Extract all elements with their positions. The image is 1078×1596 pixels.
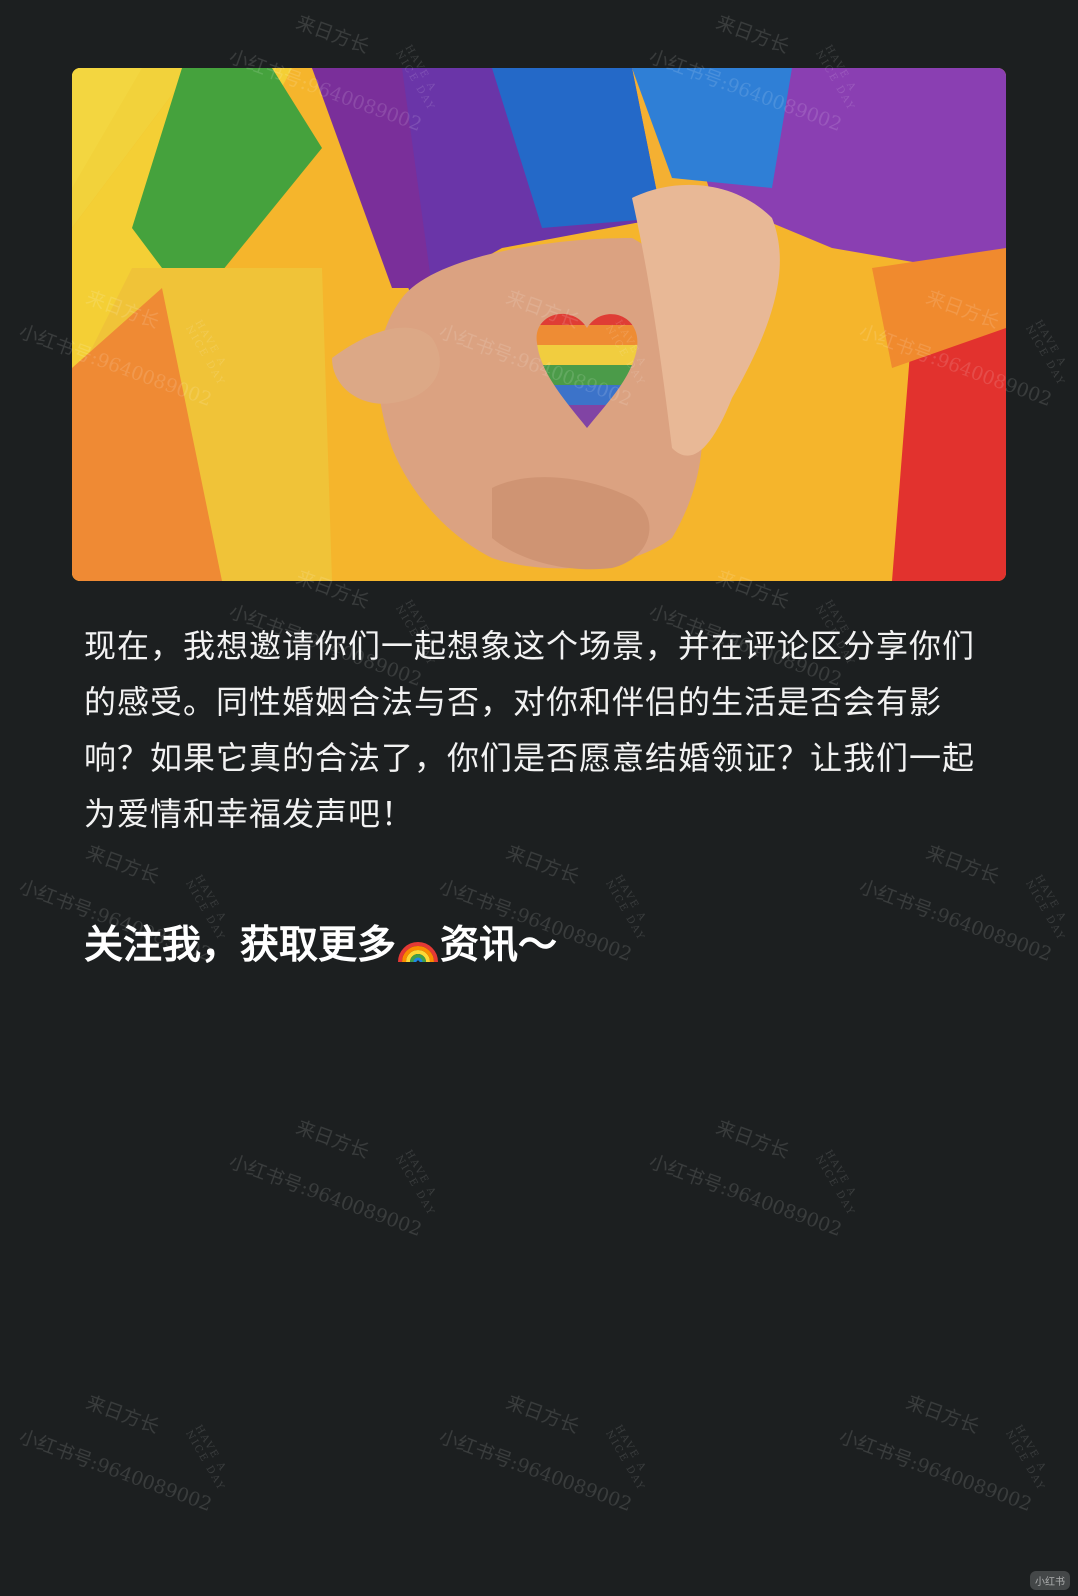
platform-corner-mark: 小红书 [1030,1571,1070,1590]
cta-text-start: 关注我，获取更多 [84,923,397,968]
rainbow-emoji-icon [398,924,439,980]
follow-call-to-action: 关注我，获取更多 资讯～ [84,918,557,980]
cta-text-end: 资讯～ [440,923,558,968]
hero-illustration [72,68,1006,581]
hero-image [72,68,1006,581]
post-paragraph: 现在，我想邀请你们一起想象这个场景，并在评论区分享你们的感受。同性婚姻合法与否，… [84,627,976,833]
